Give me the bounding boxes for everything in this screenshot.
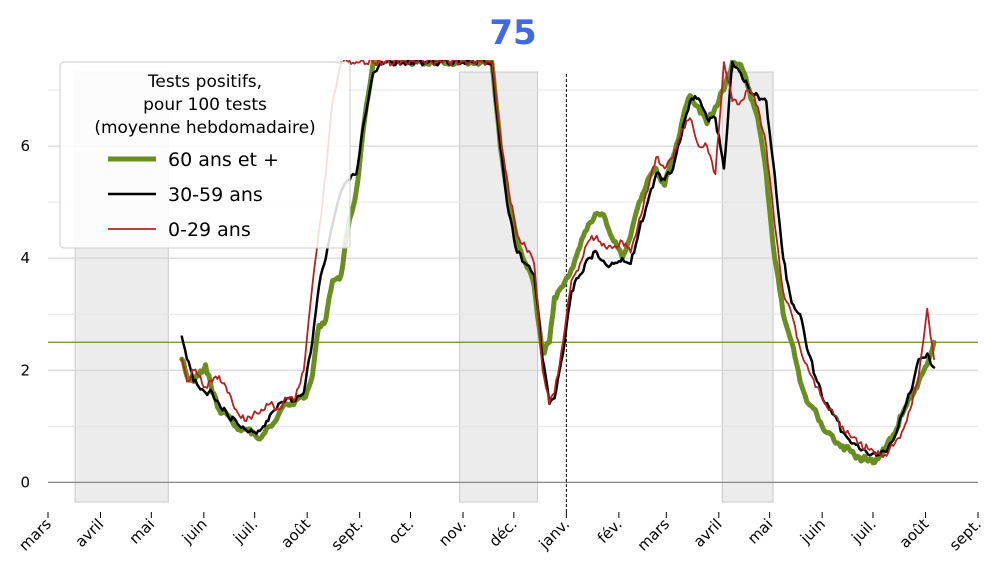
x-tick-label: mai bbox=[126, 515, 159, 548]
x-tick-label: juil. bbox=[229, 515, 261, 547]
legend-title-line-2: pour 100 tests bbox=[143, 95, 267, 115]
x-tick-label: fév. bbox=[594, 515, 626, 547]
legend-box bbox=[59, 61, 351, 249]
legend-label-1: 60 ans et + bbox=[168, 149, 279, 171]
x-tick-label: juin bbox=[796, 515, 829, 548]
x-tick-label: juil. bbox=[847, 515, 879, 547]
legend-entries: 60 ans et + 30-59 ans 0-29 ans bbox=[108, 149, 279, 241]
y-tick-label: 0 bbox=[20, 473, 30, 491]
y-tick-labels: 0 2 4 6 bbox=[20, 137, 30, 491]
series-lines bbox=[179, 60, 937, 466]
series-line-3 bbox=[180, 60, 935, 458]
legend-label-3: 0-29 ans bbox=[168, 219, 251, 241]
x-tick-label: mars bbox=[634, 515, 674, 555]
series-line-1 bbox=[179, 60, 937, 466]
chart-title: 75 bbox=[489, 13, 536, 53]
y-tick-label: 6 bbox=[20, 137, 30, 155]
x-tick-label: août bbox=[896, 515, 933, 552]
x-tick-label: oct. bbox=[385, 515, 418, 548]
x-tick-label: août bbox=[277, 515, 314, 552]
legend-title-line-1: Tests positifs, bbox=[147, 72, 262, 92]
x-tick-label: mai bbox=[744, 515, 777, 548]
x-tick-label: sept. bbox=[327, 515, 366, 554]
x-tick-label: déc. bbox=[485, 515, 520, 550]
x-tick-label: janv. bbox=[535, 515, 573, 553]
reference-lines bbox=[48, 74, 978, 512]
x-tick-labels: mars avril mai juin juil. août sept. oct. nov. dé… bbox=[15, 512, 985, 555]
x-tick-label: avril bbox=[72, 515, 108, 551]
x-tick-label: mars bbox=[15, 515, 55, 555]
legend: Tests positifs, pour 100 tests (moyenne … bbox=[59, 61, 351, 249]
series-line-2 bbox=[180, 60, 936, 457]
x-tick-label: nov. bbox=[435, 515, 470, 550]
y-tick-label: 4 bbox=[20, 249, 30, 267]
legend-title-line-3: (moyenne hebdomadaire) bbox=[94, 118, 315, 138]
x-tick-label: juin bbox=[178, 515, 211, 548]
y-tick-label: 2 bbox=[20, 361, 30, 379]
x-tick-label: avril bbox=[690, 515, 726, 551]
shaded-period-3 bbox=[721, 71, 774, 503]
legend-label-2: 30-59 ans bbox=[168, 184, 263, 206]
x-tick-label: sept. bbox=[946, 515, 985, 554]
